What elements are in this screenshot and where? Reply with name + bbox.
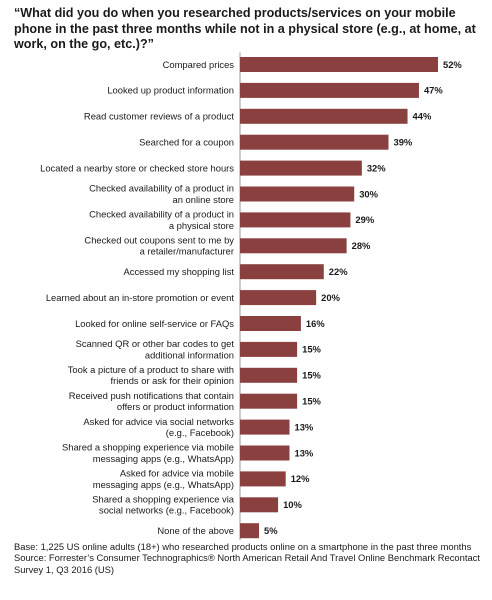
category-label-11: Scanned QR or other bar codes to get addi… bbox=[76, 338, 235, 360]
bar-5 bbox=[240, 186, 355, 202]
value-label-12: 15% bbox=[302, 370, 321, 381]
bar-15 bbox=[240, 445, 290, 461]
value-label-4: 32% bbox=[367, 162, 386, 173]
category-label-17: Shared a shopping experience via social n… bbox=[92, 494, 235, 516]
category-label-10: Looked for online self-service or FAQs bbox=[75, 318, 234, 329]
bar-3 bbox=[240, 134, 389, 150]
category-label-15: Shared a shopping experience via mobile m… bbox=[62, 442, 234, 464]
bar-8 bbox=[240, 264, 324, 280]
value-label-15: 13% bbox=[295, 447, 314, 458]
value-label-18: 5% bbox=[264, 525, 278, 536]
category-label-0: Compared prices bbox=[163, 59, 235, 70]
value-label-17: 10% bbox=[283, 499, 302, 510]
category-label-13: Received push notifications that contain… bbox=[69, 390, 234, 412]
category-label-3: Searched for a coupon bbox=[139, 137, 234, 148]
value-label-10: 16% bbox=[306, 318, 325, 329]
category-label-1: Looked up product information bbox=[107, 85, 234, 96]
value-label-9: 20% bbox=[321, 292, 340, 303]
bar-11 bbox=[240, 341, 298, 357]
value-label-2: 44% bbox=[413, 111, 432, 122]
value-label-0: 52% bbox=[443, 59, 462, 70]
category-label-16: Asked for advice via mobile messaging app… bbox=[93, 468, 234, 490]
bar-chart: Compared prices 52% Looked up product info… bbox=[40, 52, 462, 540]
category-label-2: Read customer reviews of a product bbox=[84, 111, 234, 122]
value-label-5: 30% bbox=[359, 188, 378, 199]
bar-2 bbox=[240, 108, 408, 124]
value-label-6: 29% bbox=[355, 214, 374, 225]
value-label-13: 15% bbox=[302, 396, 321, 407]
bar-9 bbox=[240, 290, 317, 306]
category-label-12: Took a picture of a product to share wit… bbox=[68, 364, 234, 386]
value-label-11: 15% bbox=[302, 344, 321, 355]
bar-18 bbox=[240, 523, 260, 539]
value-label-16: 12% bbox=[291, 473, 310, 484]
bar-13 bbox=[240, 393, 298, 409]
bar-0 bbox=[240, 57, 438, 72]
bar-4 bbox=[240, 160, 362, 176]
bar-14 bbox=[240, 419, 290, 435]
category-label-6: Checked availability of a product in a ph… bbox=[89, 209, 234, 231]
bar-6 bbox=[240, 212, 351, 228]
value-label-1: 47% bbox=[424, 85, 443, 96]
category-label-14: Asked for advice via social networks (e.g… bbox=[83, 416, 234, 438]
bar-10 bbox=[240, 316, 301, 331]
category-label-5: Checked availability of a product in an o… bbox=[89, 183, 234, 205]
category-label-9: Learned about an in-store promotion or e… bbox=[46, 292, 235, 303]
value-label-3: 39% bbox=[394, 137, 413, 148]
category-label-4: Located a nearby store or checked store … bbox=[40, 162, 234, 173]
category-label-8: Accessed my shopping list bbox=[124, 266, 235, 277]
bar-12 bbox=[240, 367, 298, 383]
base-note: Base: 1,225 US online adults (18+) who r… bbox=[14, 541, 472, 552]
chart-title: “What did you do when you researched pro… bbox=[14, 6, 476, 51]
category-label-18: None of the above bbox=[157, 525, 234, 536]
bar-16 bbox=[240, 471, 286, 487]
bar-7 bbox=[240, 238, 347, 254]
value-label-14: 13% bbox=[295, 421, 314, 432]
chart-footer: Base: 1,225 US online adults (18+) who r… bbox=[14, 541, 484, 575]
bar-1 bbox=[240, 82, 419, 98]
value-label-7: 28% bbox=[352, 240, 371, 251]
category-label-7: Checked out coupons sent to me by a retai… bbox=[84, 235, 234, 257]
source-note: Source: Forrester’s Consumer Technograph… bbox=[14, 552, 480, 575]
bar-17 bbox=[240, 497, 279, 513]
value-label-8: 22% bbox=[329, 266, 348, 277]
